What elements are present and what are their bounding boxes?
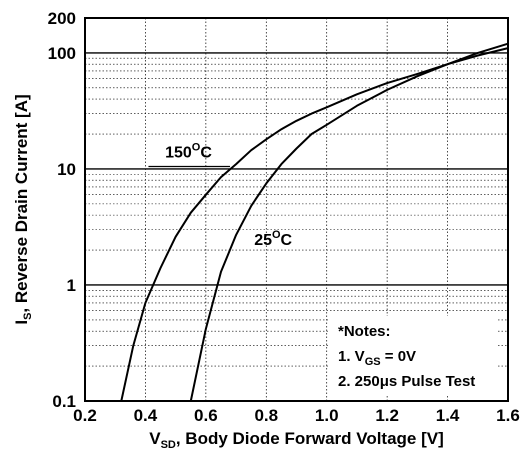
y-tick-label: 10: [57, 160, 76, 179]
series-line-25c: [189, 42, 509, 402]
notes-box: *Notes: 1. VGS = 0V 2. 250μs Pulse Test: [330, 316, 498, 396]
curve-label-150c: 150OC: [165, 142, 212, 162]
x-tick-labels: 0.2 0.4 0.6 0.8 1.0 1.2 1.4 1.6: [73, 406, 520, 425]
notes-title: *Notes:: [338, 323, 391, 340]
y-tick-label: 100: [48, 44, 76, 63]
minor-grid: [85, 57, 508, 367]
notes-line-1: 1. VGS = 0V: [338, 348, 416, 368]
notes-background: [330, 316, 498, 396]
x-tick-label: 0.8: [254, 406, 278, 425]
curves: [120, 42, 509, 402]
y-tick-label: 200: [48, 9, 76, 28]
curve-label-25c: 25OC: [254, 229, 292, 249]
y-tick-label: 0.1: [52, 392, 76, 411]
plot-border: [84, 17, 509, 402]
y-axis-label: IS, Reverse Drain Current [A]: [12, 94, 34, 324]
x-axis-label: VSD, Body Diode Forward Voltage [V]: [149, 429, 444, 451]
notes-line-2: 2. 250μs Pulse Test: [338, 373, 475, 390]
x-tick-label: 1.0: [315, 406, 339, 425]
curve-labels: 150OC 25OC: [148, 142, 293, 249]
y-tick-labels: 0.1 1 10 100 200: [48, 9, 76, 411]
y-tick-label: 1: [67, 276, 76, 295]
x-tick-label: 1.2: [375, 406, 399, 425]
series-line-150c: [120, 47, 509, 402]
plot-frame: [84, 17, 509, 402]
x-tick-label: 1.4: [436, 406, 460, 425]
x-tick-label: 0.4: [134, 406, 158, 425]
x-tick-label: 1.6: [496, 406, 520, 425]
x-tick-label: 0.6: [194, 406, 218, 425]
x-tick-label: 0.2: [73, 406, 97, 425]
